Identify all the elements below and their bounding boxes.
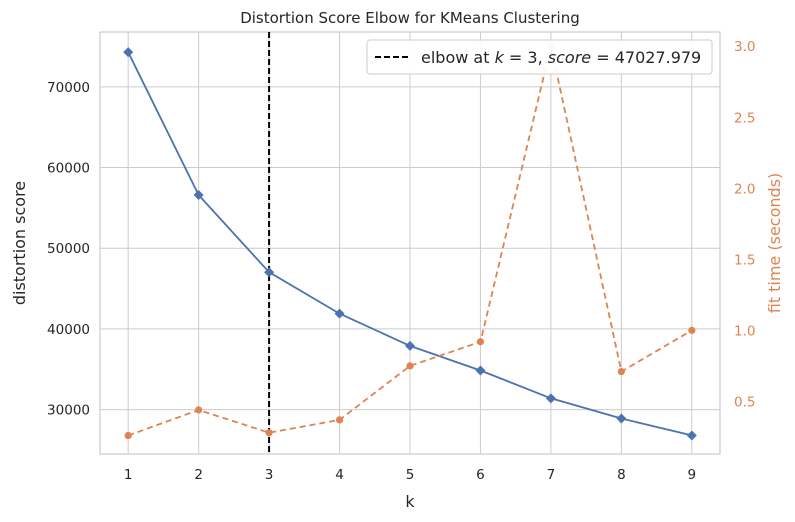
distortion-point — [545, 393, 556, 404]
distortion-point — [475, 365, 486, 376]
fit-time-point — [406, 362, 414, 370]
legend-box — [366, 39, 713, 75]
y-axis-ticks: 30000 40000 50000 60000 70000 — [47, 80, 90, 419]
plot-border — [99, 31, 721, 455]
fit-time-point — [617, 367, 625, 376]
x-tick-label: 6 — [476, 467, 485, 483]
x-tick-label: 9 — [688, 467, 697, 483]
distortion-point — [123, 47, 134, 58]
fit-time-point — [195, 406, 203, 414]
y2-axis-ticks: 0.5 1.0 1.5 2.0 2.5 3.0 — [734, 39, 755, 410]
distortion-point — [616, 413, 627, 424]
y2-tick-label: 2.0 — [734, 181, 755, 197]
plot-frame — [99, 31, 721, 455]
legend: elbow at k = 3, score = 47027.979 — [366, 39, 713, 75]
x-tick-label: 2 — [194, 467, 203, 483]
y-tick-label: 30000 — [47, 403, 90, 419]
fit-time-point — [688, 326, 696, 334]
y-tick-label: 70000 — [47, 80, 90, 96]
x-tick-label: 1 — [124, 467, 133, 483]
fit-time-point — [476, 338, 485, 346]
y2-tick-label: 2.5 — [734, 110, 755, 126]
y-axis-label: distortion score — [10, 181, 29, 305]
x-axis-ticks: 1 2 3 4 5 6 7 8 9 — [124, 467, 696, 483]
distortion-point — [193, 189, 204, 200]
y-tick-label: 60000 — [47, 161, 90, 177]
distortion-point — [686, 430, 697, 441]
distortion-point — [405, 340, 415, 351]
x-tick-label: 4 — [335, 467, 344, 483]
x-tick-label: 3 — [265, 467, 274, 483]
legend-elbow-label: elbow at k = 3, score = 47027.979 — [421, 48, 701, 67]
x-axis-label: k — [405, 492, 415, 511]
y-tick-label: 40000 — [47, 322, 90, 338]
x-tick-label: 5 — [406, 467, 415, 483]
distortion-point — [264, 267, 275, 278]
fit-time-point — [124, 431, 132, 440]
y-tick-label: 50000 — [47, 241, 90, 257]
y2-tick-label: 1.0 — [734, 323, 755, 339]
y2-tick-label: 1.5 — [734, 252, 755, 268]
distortion-point — [334, 308, 345, 319]
x-tick-label: 7 — [547, 467, 556, 483]
y2-tick-label: 0.5 — [734, 394, 755, 410]
y2-axis-label: fit time (seconds) — [765, 173, 784, 314]
chart-title: Distortion Score Elbow for KMeans Cluste… — [240, 9, 580, 27]
y2-tick-label: 3.0 — [734, 39, 755, 55]
fit-time-point — [335, 416, 344, 424]
series-layer — [123, 32, 697, 454]
fit-time-point — [265, 429, 273, 437]
x-tick-label: 8 — [617, 467, 626, 483]
